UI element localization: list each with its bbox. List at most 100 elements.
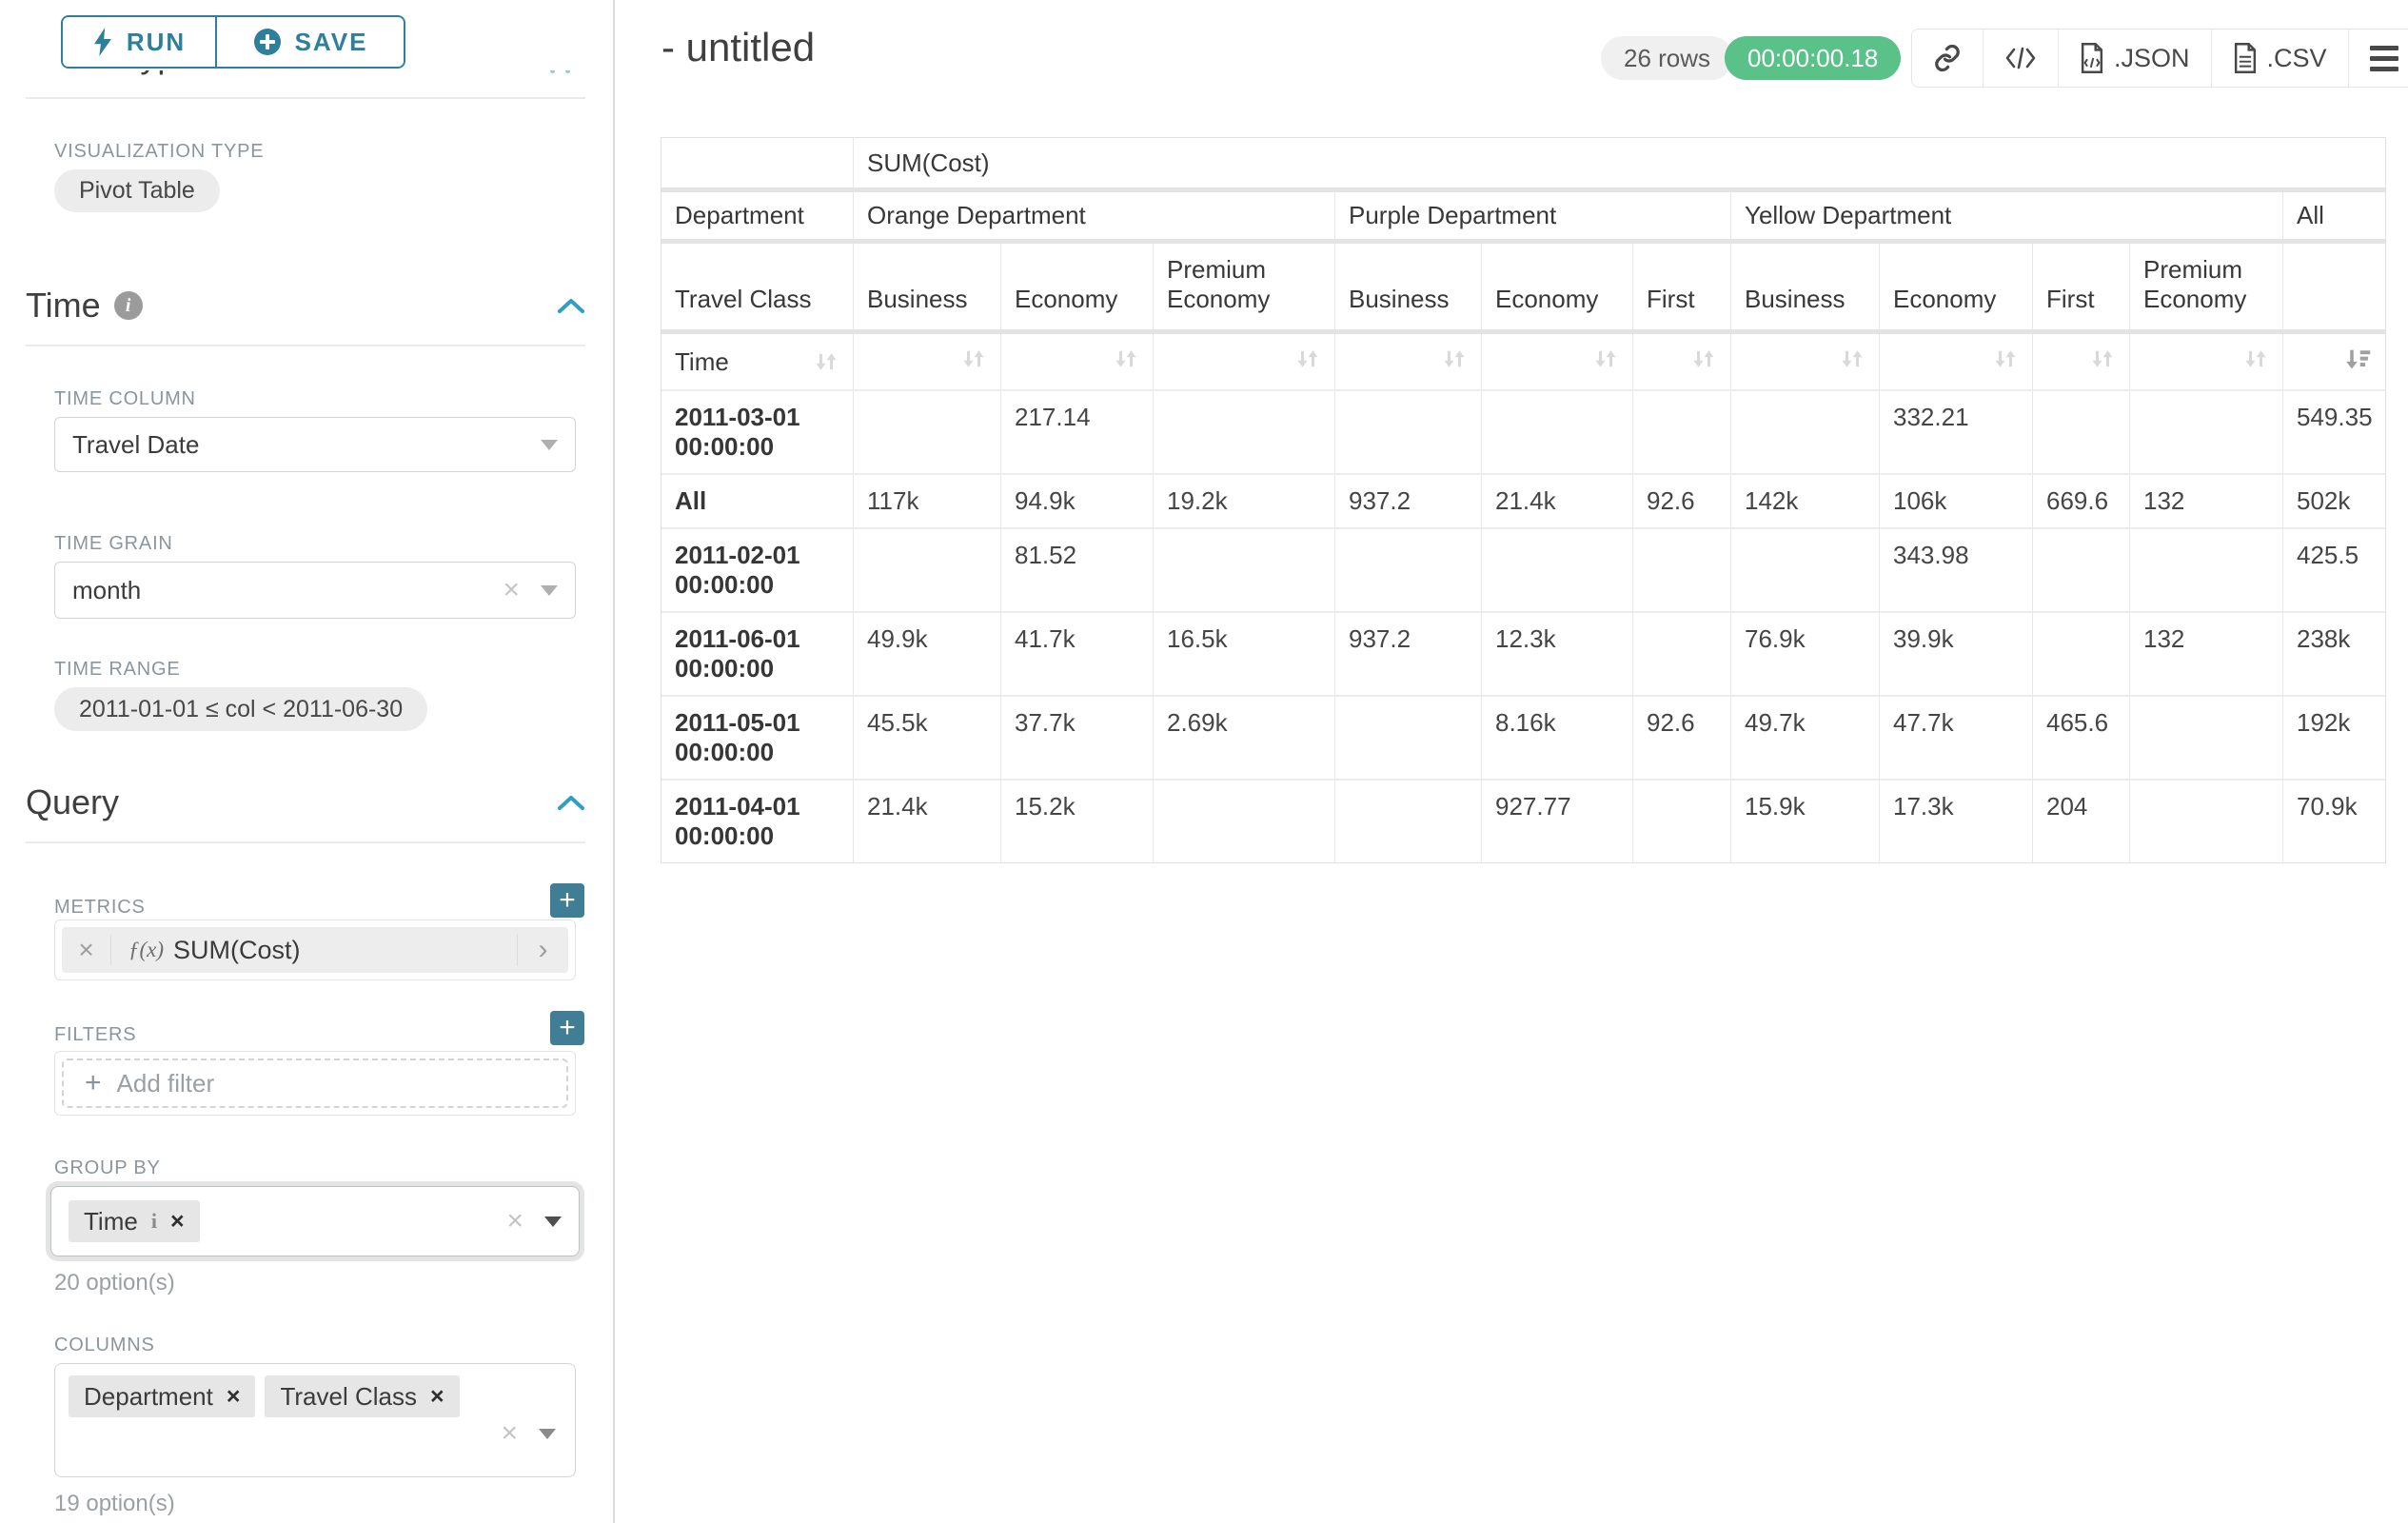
table-row: All 117k 94.9k 19.2k 937.2 21.4k 92.6 14…: [661, 473, 2385, 527]
column-sort-cell[interactable]: [2033, 334, 2130, 389]
travel-class-header-row: Travel Class Business Economy Premium Ec…: [661, 244, 2385, 329]
more-options-button[interactable]: [2349, 30, 2408, 87]
class-header: Business: [1335, 244, 1482, 329]
file-icon: [2080, 43, 2104, 73]
row-label-cell: 2011-06-01 00:00:00: [661, 611, 854, 695]
add-filter-button[interactable]: + Add filter: [62, 1058, 568, 1108]
remove-tag-icon[interactable]: ×: [227, 1383, 241, 1411]
sort-icon[interactable]: [1992, 346, 2019, 372]
sort-icon[interactable]: [1113, 346, 1139, 372]
pivot-cell: 92.6: [1633, 695, 1731, 779]
time-grain-select[interactable]: month ×: [54, 562, 576, 619]
pivot-cell: [1633, 779, 1731, 862]
chevron-up-icon[interactable]: [557, 794, 585, 811]
column-sort-cell[interactable]: [1482, 334, 1633, 389]
export-csv-button[interactable]: .CSV: [2212, 30, 2349, 87]
group-by-tag-time[interactable]: Time i ×: [69, 1200, 200, 1242]
sort-icon[interactable]: [1592, 346, 1619, 372]
chevron-up-icon[interactable]: [557, 297, 585, 314]
share-link-button[interactable]: [1912, 30, 1984, 87]
table-row: 2011-04-01 00:00:00 21.4k 15.2k 927.77 1…: [661, 779, 2385, 862]
column-sort-cell[interactable]: [1001, 334, 1154, 389]
pivot-cell: 17.3k: [1880, 779, 2033, 862]
remove-tag-icon[interactable]: ×: [170, 1208, 185, 1236]
sort-desc-icon[interactable]: [2345, 346, 2372, 372]
columns-options-count: 19 option(s): [54, 1491, 175, 1517]
group-by-select[interactable]: Time i × ×: [50, 1186, 580, 1256]
row-label-cell: 2011-04-01 00:00:00: [661, 779, 854, 862]
column-sort-cell[interactable]: [1335, 334, 1482, 389]
class-header: Premium Economy: [1154, 244, 1335, 329]
pivot-cell: [1731, 389, 1880, 473]
pivot-cell: 81.52: [1001, 527, 1154, 611]
info-icon: i: [151, 1209, 157, 1234]
column-dimension-2-cell: Travel Class: [661, 244, 854, 329]
add-metric-button[interactable]: +: [550, 883, 584, 918]
chart-title[interactable]: - untitled: [661, 25, 815, 70]
sort-icon[interactable]: [2242, 346, 2269, 372]
control-panel: Chart Type RUN SAVE VISUALIZATION TYPE P…: [0, 0, 615, 1523]
time-range-pill[interactable]: 2011-01-01 ≤ col < 2011-06-30: [54, 687, 427, 731]
row-dimension-sort-cell[interactable]: Time: [661, 334, 854, 389]
sort-icon[interactable]: [1690, 346, 1717, 372]
sort-icon[interactable]: [813, 348, 839, 375]
sort-icon[interactable]: [1294, 346, 1321, 372]
time-column-select[interactable]: Travel Date: [54, 417, 576, 472]
clear-icon[interactable]: ×: [503, 576, 520, 604]
add-filter-plus-button[interactable]: +: [550, 1011, 584, 1045]
clear-icon[interactable]: ×: [501, 1419, 518, 1448]
table-row: 2011-03-01 00:00:00 217.14 332.21 549.35: [661, 389, 2385, 473]
time-section-header[interactable]: Time i: [26, 286, 585, 326]
columns-select[interactable]: Department × Travel Class × ×: [54, 1363, 576, 1477]
chevron-down-icon[interactable]: [539, 1429, 556, 1439]
pivot-cell: 117k: [854, 473, 1001, 527]
chevron-right-icon[interactable]: ›: [517, 934, 568, 966]
run-button[interactable]: RUN: [63, 17, 217, 67]
run-save-button-group: RUN SAVE: [61, 15, 405, 69]
viz-type-label: VISUALIZATION TYPE: [54, 141, 264, 163]
view-query-button[interactable]: [1984, 30, 2059, 87]
chevron-down-icon[interactable]: [544, 1216, 562, 1227]
column-sort-cell[interactable]: [1731, 334, 1880, 389]
info-icon: i: [114, 291, 143, 320]
column-sort-cell[interactable]: [1880, 334, 2033, 389]
sort-icon[interactable]: [960, 346, 987, 372]
remove-tag-icon[interactable]: ×: [430, 1383, 444, 1411]
remove-metric-icon[interactable]: ×: [62, 935, 111, 965]
metric-header-row: SUM(Cost): [661, 138, 2385, 188]
pivot-cell: 45.5k: [854, 695, 1001, 779]
query-section-header[interactable]: Query: [26, 782, 585, 822]
pivot-cell: 39.9k: [1880, 611, 2033, 695]
row-label-cell: All: [661, 473, 854, 527]
pivot-cell: 15.2k: [1001, 779, 1154, 862]
class-header: Economy: [1482, 244, 1633, 329]
export-json-button[interactable]: .JSON: [2059, 30, 2212, 87]
export-json-label: .JSON: [2114, 44, 2190, 73]
column-sort-cell[interactable]: [1154, 334, 1335, 389]
column-sort-cell-active[interactable]: [2283, 334, 2385, 389]
viz-type-pill[interactable]: Pivot Table: [54, 169, 220, 212]
sort-icon[interactable]: [2089, 346, 2116, 372]
sort-icon[interactable]: [1441, 346, 1468, 372]
columns-tag-travel-class[interactable]: Travel Class ×: [265, 1375, 459, 1417]
sort-icon[interactable]: [1839, 346, 1865, 372]
column-sort-cell[interactable]: [1633, 334, 1731, 389]
time-column-label: TIME COLUMN: [54, 388, 196, 410]
clear-icon[interactable]: ×: [506, 1207, 523, 1236]
class-header: Premium Economy: [2130, 244, 2283, 329]
column-sort-cell[interactable]: [2130, 334, 2283, 389]
pivot-cell: 21.4k: [854, 779, 1001, 862]
pivot-cell: 15.9k: [1731, 779, 1880, 862]
chevron-down-icon[interactable]: [541, 440, 558, 450]
column-sort-cell[interactable]: [854, 334, 1001, 389]
save-button[interactable]: SAVE: [217, 17, 404, 67]
department-header-row: Department Orange Department Purple Depa…: [661, 192, 2385, 239]
row-label-cell: 2011-03-01 00:00:00: [661, 389, 854, 473]
chevron-down-icon[interactable]: [541, 585, 558, 596]
pivot-cell: 16.5k: [1154, 611, 1335, 695]
pivot-cell: 142k: [1731, 473, 1880, 527]
metric-pill[interactable]: × ƒ(x) SUM(Cost) ›: [62, 927, 568, 973]
export-csv-label: .CSV: [2267, 44, 2327, 73]
columns-tag-department[interactable]: Department ×: [69, 1375, 255, 1417]
pivot-cell: [1482, 527, 1633, 611]
